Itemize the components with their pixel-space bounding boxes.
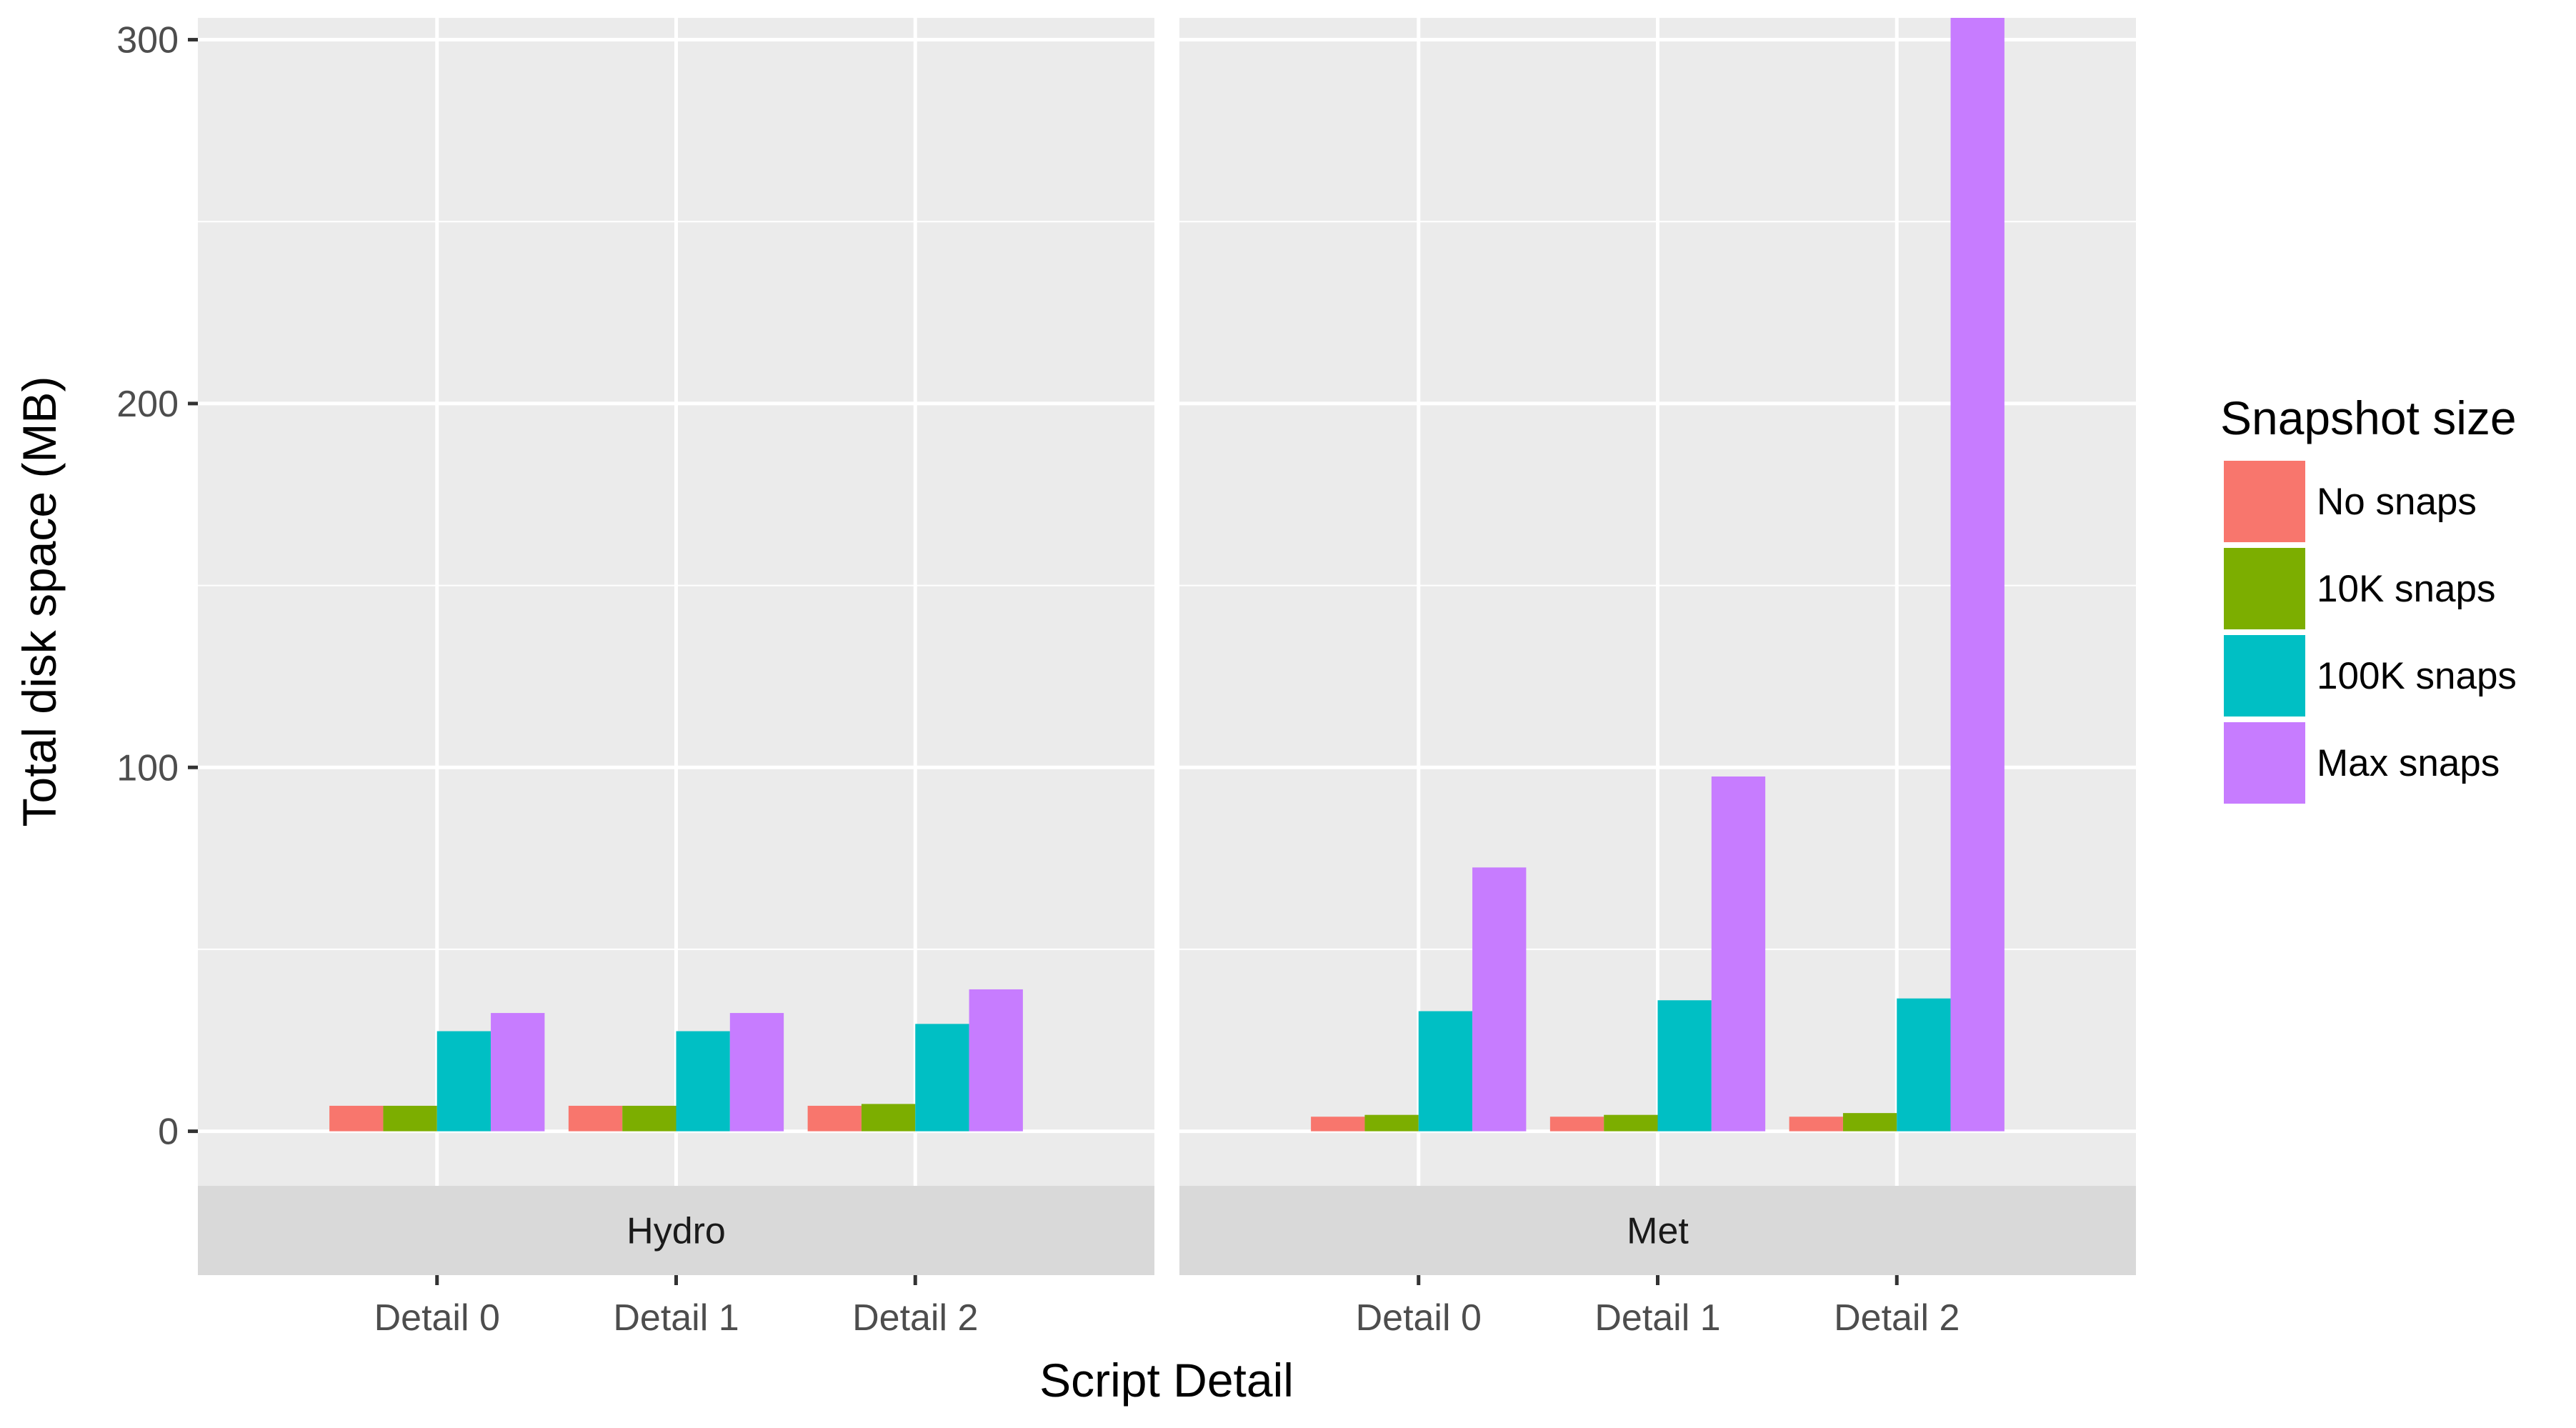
y-tick-label: 300 <box>116 20 179 61</box>
legend-title: Snapshot size <box>2220 391 2517 444</box>
legend-swatch <box>2224 635 2305 717</box>
facet-label: Met <box>1627 1211 1689 1252</box>
bar <box>329 1105 384 1132</box>
bar <box>969 989 1023 1132</box>
bar <box>1604 1114 1658 1132</box>
legend-label: Max snaps <box>2317 742 2500 784</box>
bar <box>436 1031 491 1132</box>
bar <box>861 1104 916 1132</box>
legend-label: 10K snaps <box>2317 568 2495 610</box>
legend-label: 100K snaps <box>2317 655 2517 697</box>
y-tick-label: 0 <box>158 1112 179 1153</box>
bar <box>1311 1117 1365 1132</box>
bar <box>491 1013 545 1132</box>
bar <box>383 1105 437 1132</box>
bar <box>1549 1117 1604 1132</box>
x-tick-label: Detail 0 <box>374 1297 500 1339</box>
legend-swatch <box>2224 722 2305 804</box>
legend-swatch <box>2224 548 2305 629</box>
x-tick-label: Detail 1 <box>613 1297 739 1339</box>
bar <box>1842 1113 1897 1132</box>
x-tick-label: Detail 0 <box>1356 1297 1482 1339</box>
bar <box>1711 776 1766 1132</box>
bar <box>1897 998 1951 1132</box>
y-tick-label: 200 <box>116 384 179 425</box>
legend-swatch <box>2224 461 2305 542</box>
bar <box>1364 1114 1419 1132</box>
bar <box>915 1024 969 1132</box>
facet-label: Hydro <box>626 1211 726 1252</box>
bar <box>1657 1000 1712 1132</box>
bar <box>568 1105 623 1132</box>
facet-strip <box>1179 1186 2136 1275</box>
y-axis-title: Total disk space (MB) <box>13 376 66 827</box>
facet-strip <box>198 1186 1154 1275</box>
x-tick-label: Detail 1 <box>1594 1297 1720 1339</box>
x-tick-label: Detail 2 <box>852 1297 978 1339</box>
bar <box>807 1105 862 1132</box>
legend-label: No snaps <box>2317 481 2477 523</box>
bar <box>1950 18 2005 1132</box>
x-axis-title: Script Detail <box>1039 1354 1294 1407</box>
bar <box>1418 1011 1473 1132</box>
bar <box>1472 867 1527 1132</box>
y-tick-label: 100 <box>116 747 179 789</box>
bar <box>729 1013 784 1132</box>
bar <box>1789 1117 1843 1132</box>
x-tick-label: Detail 2 <box>1834 1297 1960 1339</box>
bar <box>622 1105 677 1132</box>
bar <box>676 1031 730 1132</box>
